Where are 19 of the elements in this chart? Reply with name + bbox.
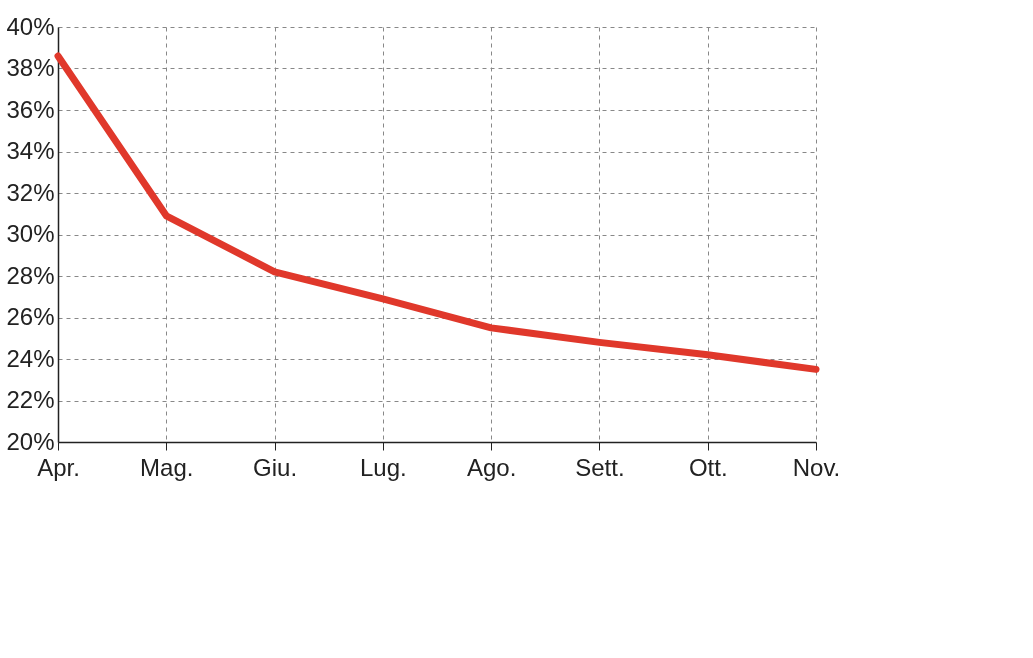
x-tick-label: Mag. — [140, 453, 194, 481]
y-tick-label: 32% — [6, 178, 55, 206]
y-tick-label: 34% — [6, 137, 55, 164]
y-tick-label: 22% — [6, 386, 55, 413]
y-tick-label: 30% — [6, 220, 55, 247]
y-tick-label: 28% — [6, 261, 55, 289]
x-tick-label: Apr. — [37, 453, 80, 481]
x-tick-label: Sett. — [575, 453, 625, 481]
y-tick-label: 24% — [6, 344, 55, 372]
y-tick-label: 20% — [6, 427, 55, 455]
x-tick-label: Lug. — [360, 453, 407, 481]
x-tick-label: Ott. — [688, 453, 728, 481]
y-tick-label: 36% — [6, 95, 55, 123]
y-tick-label: 38% — [6, 54, 55, 81]
y-tick-label: 26% — [6, 303, 55, 330]
x-tick-label: Nov. — [792, 453, 841, 481]
x-tick-label: Giu. — [253, 453, 298, 481]
x-tick-label: Ago. — [466, 453, 517, 481]
y-tick-label: 40% — [6, 12, 55, 40]
